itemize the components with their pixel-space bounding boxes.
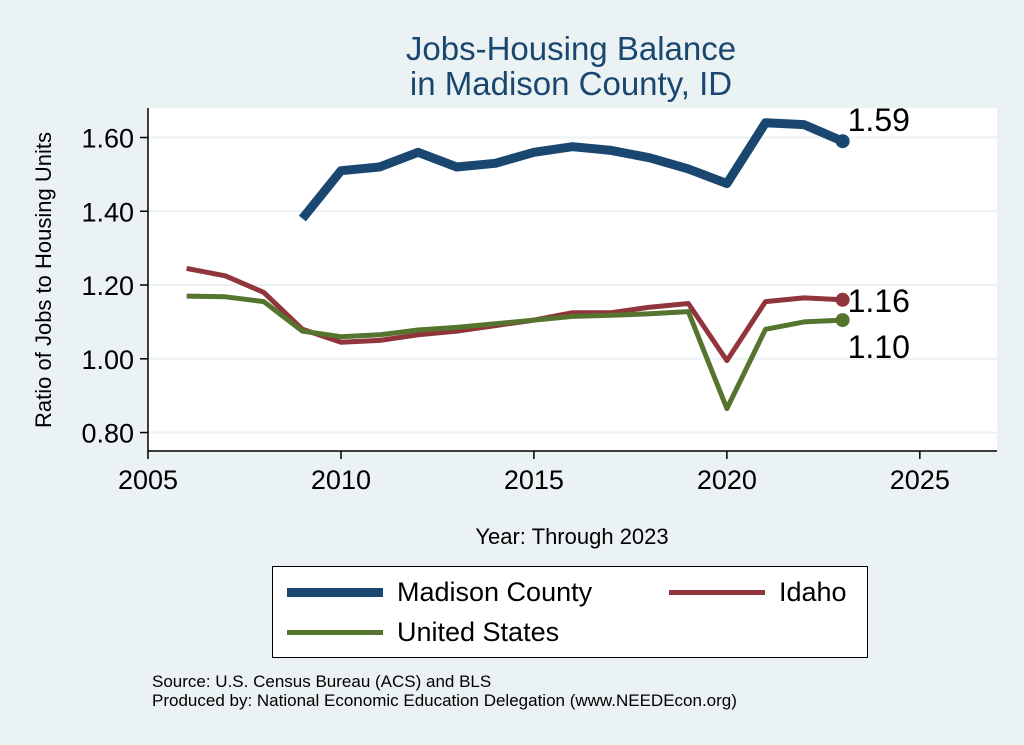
x-axis-label: Year: Through 2023 [475,524,668,549]
end-point-marker [835,313,850,328]
y-tick-label: 1.60 [81,124,134,154]
series-lines [186,118,845,412]
x-tick-label: 2025 [890,465,950,495]
legend: Madison County Idaho United States [272,566,868,658]
chart-title-line-2: in Madison County, ID [410,65,732,102]
y-tick-label: 1.20 [81,271,134,301]
end-point-marker [835,134,850,149]
y-tick-label: 1.00 [81,345,134,375]
x-tick-label: 2015 [504,465,564,495]
source-note: Source: U.S. Census Bureau (ACS) and BLS… [152,672,737,710]
legend-item-madison-county: Madison County [287,577,592,608]
produced-by-line: Produced by: National Economic Education… [152,691,737,710]
legend-label-united-states: United States [397,617,560,647]
x-tick-label: 2020 [697,465,757,495]
end-point-marker [835,292,850,307]
source-line: Source: U.S. Census Bureau (ACS) and BLS [152,672,492,691]
legend-swatch-idaho [669,590,765,595]
end-labels: 1.59 1.16 1.10 [835,102,910,365]
y-axis-label: Ratio of Jobs to Housing Units [31,132,56,428]
legend-item-idaho: Idaho [669,577,847,608]
plot-area [148,108,997,451]
gridlines [148,136,997,434]
axes: 0.80 1.00 1.20 1.40 1.60 2005 2010 2015 2020 2025 [81,108,997,495]
end-value-label: 1.59 [848,102,910,138]
legend-item-united-states: United States [287,617,559,648]
legend-swatch-madison-county [287,588,383,597]
legend-swatch-united-states [287,630,383,635]
series-line [186,293,843,412]
x-tick-label: 2005 [118,465,178,495]
series-line [298,118,845,222]
y-tick-label: 0.80 [81,419,134,449]
end-value-label: 1.16 [848,283,910,319]
y-tick-label: 1.40 [81,197,134,227]
end-value-label: 1.10 [848,329,910,365]
legend-label-idaho: Idaho [779,577,847,607]
x-tick-label: 2010 [311,465,371,495]
chart-title-line-1: Jobs-Housing Balance [406,30,736,67]
legend-label-madison-county: Madison County [397,577,593,607]
